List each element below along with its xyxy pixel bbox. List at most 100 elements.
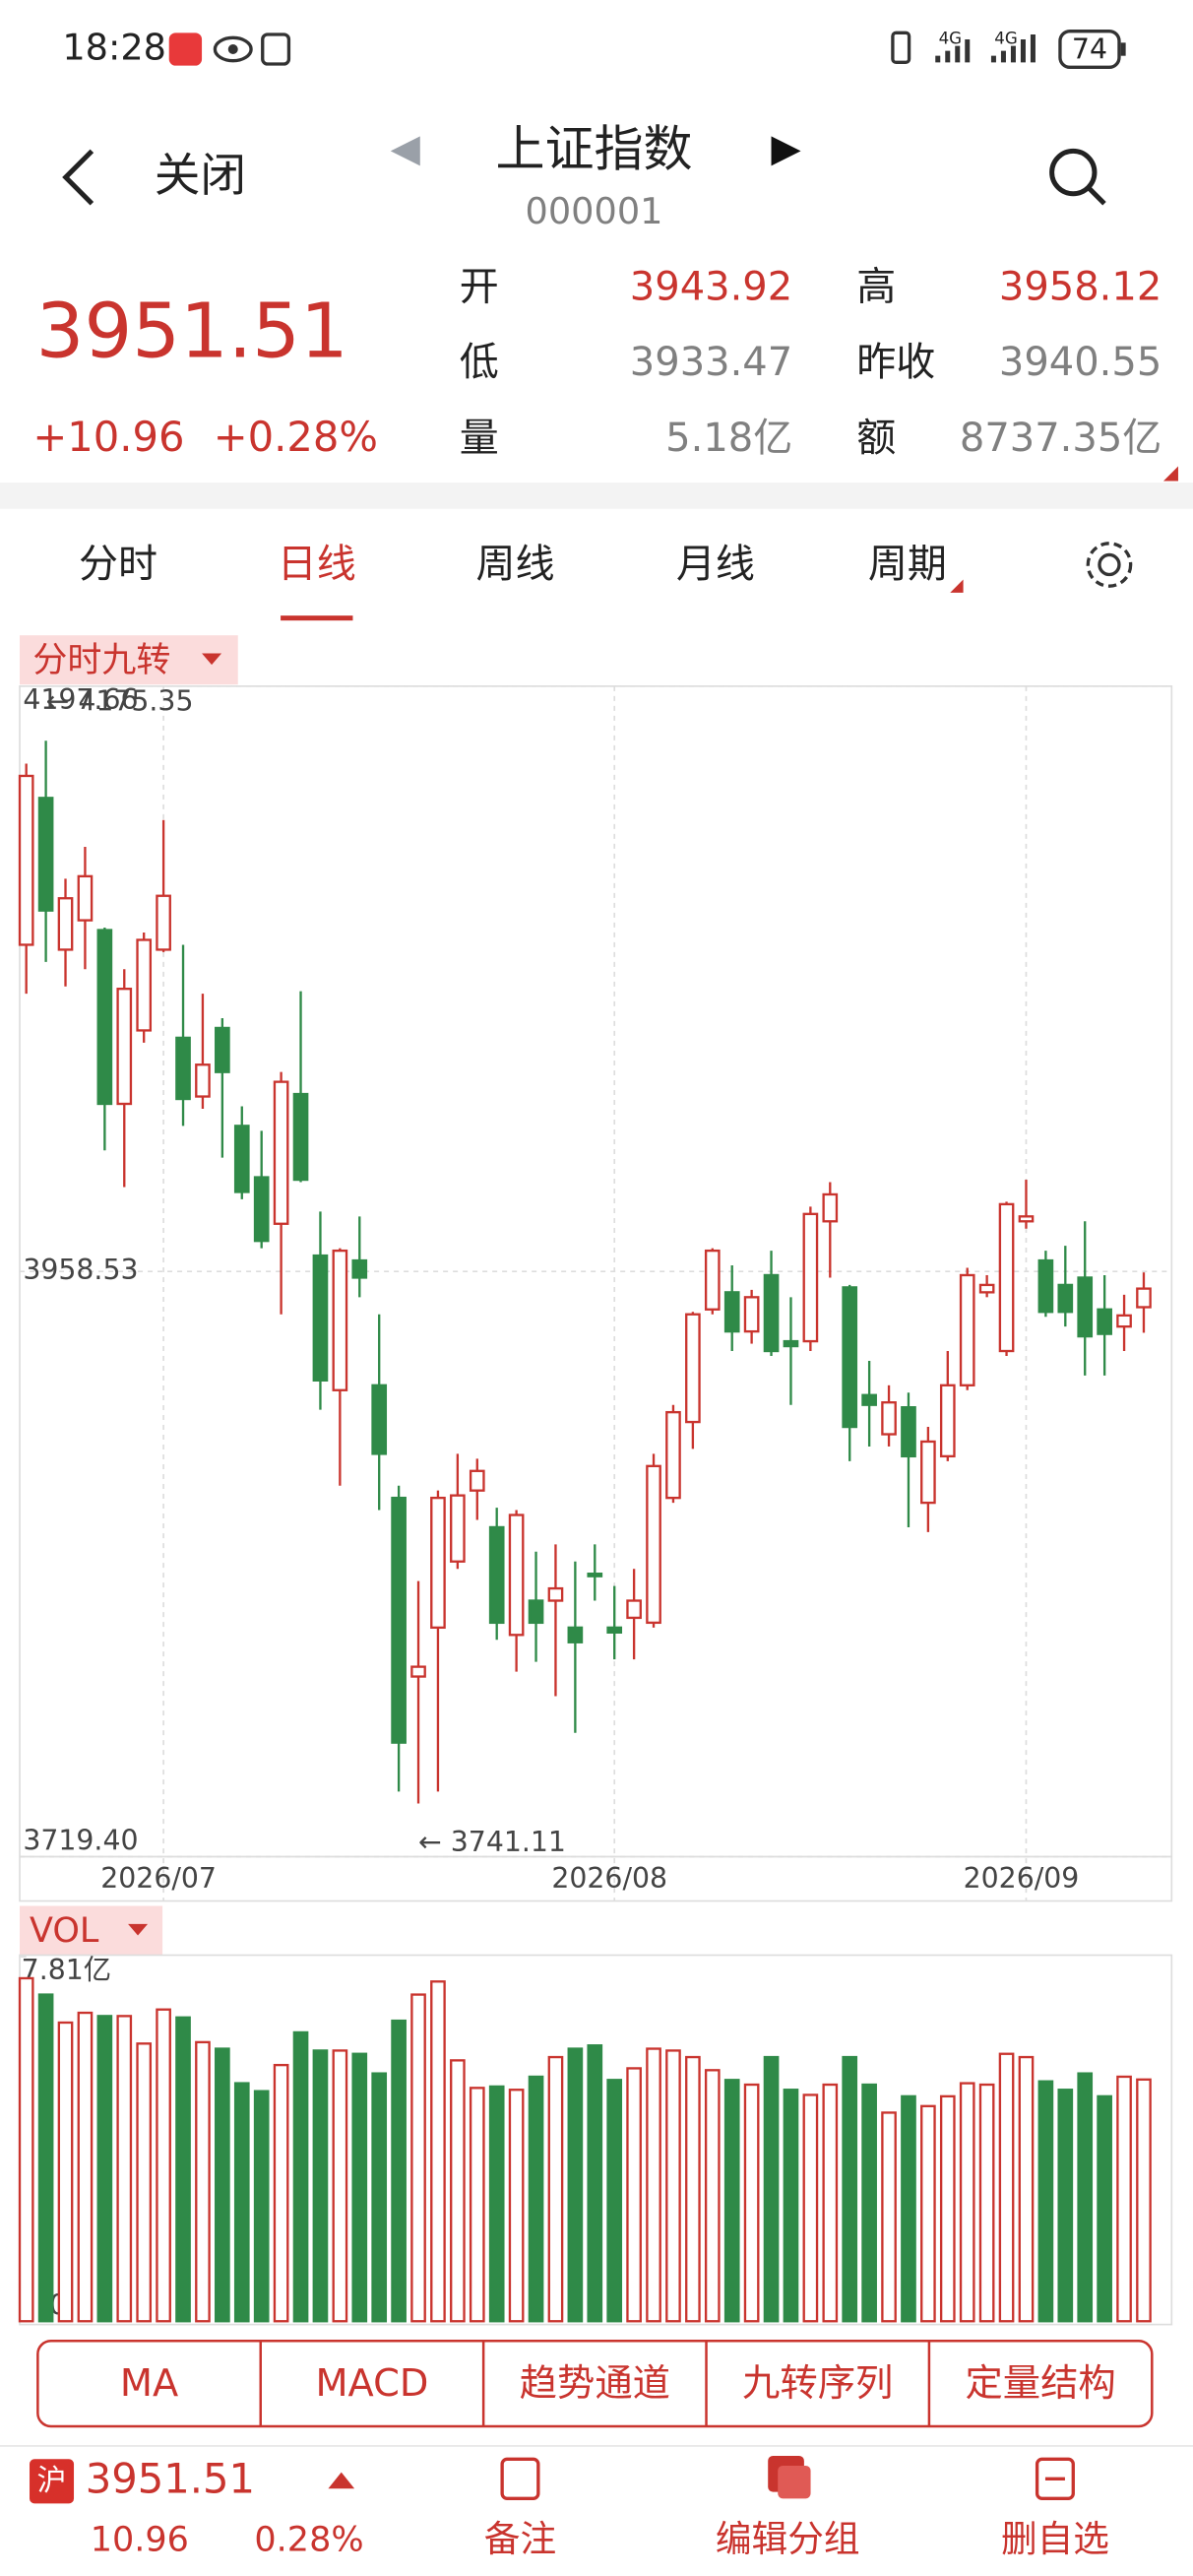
candle-body (391, 1496, 407, 1744)
stat-value: 8737.35亿 (960, 416, 1162, 461)
volume-bar (626, 2067, 642, 2323)
candle-body (312, 1254, 329, 1383)
candle-body (704, 1249, 721, 1311)
candle-body (881, 1401, 897, 1436)
high-annotation: ← 4175.35 (46, 685, 194, 718)
candle-body (136, 938, 153, 1032)
settings-icon[interactable] (1098, 552, 1121, 577)
volume-bar (978, 2083, 995, 2323)
volume-bar (1116, 2075, 1132, 2323)
volume-bar (312, 2049, 329, 2323)
tab[interactable]: 日线 (278, 542, 356, 587)
candle-body (175, 1036, 191, 1101)
search-handle (1088, 186, 1106, 206)
search-icon[interactable] (1049, 148, 1098, 197)
tab[interactable]: 分时 (79, 542, 157, 587)
tool-button[interactable]: 定量结构 (965, 2361, 1115, 2406)
tool-button[interactable]: 趋势通道 (520, 2361, 670, 2406)
stat-label: 低 (460, 340, 499, 385)
volume-bar (430, 1980, 446, 2323)
battery-level: 74 (1072, 33, 1107, 66)
candle-body (528, 1599, 544, 1625)
stat-value: 3933.47 (630, 340, 792, 385)
tool-button[interactable]: MA (120, 2361, 178, 2406)
candle-body (978, 1283, 995, 1294)
close-button[interactable]: 关闭 (155, 150, 246, 203)
candle-body (939, 1384, 956, 1458)
y-tick-label: 3719.40 (23, 1824, 138, 1856)
remove-icon[interactable] (1035, 2457, 1075, 2500)
volume-bar (215, 2047, 230, 2323)
change: +10.96 (32, 413, 184, 461)
volume-bar (998, 2052, 1015, 2323)
tab[interactable]: 月线 (676, 542, 755, 587)
candle-body (253, 1176, 270, 1243)
footer-action[interactable]: 备注 (484, 2518, 556, 2560)
candle-body (195, 1063, 211, 1098)
price: 3951.51 (36, 289, 348, 376)
stats: 开 3943.92 高 3958.12 低 3933.47 昨收 3940.55 量 5.18亿 额… (460, 264, 1162, 460)
back-icon[interactable] (62, 149, 94, 206)
tab-underline (281, 615, 353, 621)
volume-bar (1077, 2072, 1094, 2323)
candle-body (959, 1273, 975, 1386)
candle-body (273, 1080, 289, 1225)
candle-body (685, 1313, 701, 1424)
candle-body (57, 897, 74, 951)
indicator-name[interactable]: 分时九转 (32, 641, 170, 680)
volume-bar (723, 2079, 740, 2323)
footer-action[interactable]: 删自选 (1001, 2518, 1109, 2560)
candle-body (783, 1339, 799, 1348)
volume-bar (77, 2011, 94, 2323)
volume-bar (351, 2052, 368, 2323)
tool-button[interactable]: 九转序列 (742, 2361, 893, 2406)
volume-bar (233, 2082, 250, 2323)
battery (1058, 30, 1121, 70)
candle-body (488, 1525, 505, 1625)
status-time: 18:28 (62, 27, 166, 69)
signal-icon (935, 39, 971, 63)
more-triangle[interactable] (1162, 466, 1178, 482)
candle-body (901, 1406, 916, 1458)
volume-bar (646, 2047, 661, 2323)
stat-value: 3943.92 (630, 264, 792, 309)
next-arrow[interactable] (771, 136, 801, 166)
volume-dropdown (128, 1923, 149, 1936)
stat-value: 3940.55 (999, 340, 1162, 385)
candle-body (587, 1573, 603, 1578)
actions: 备注 编辑分组 删自选 (484, 2518, 1109, 2560)
candle-body (1116, 1314, 1132, 1328)
candle-body (802, 1212, 819, 1343)
volume-bar (842, 2055, 858, 2323)
volume-bar (704, 2069, 721, 2323)
indicator-tag[interactable] (20, 635, 238, 685)
index-code: 000001 (526, 190, 663, 232)
volume-bar (1057, 2089, 1074, 2323)
volume-name[interactable]: VOL (30, 1911, 99, 1951)
candle-body (861, 1393, 877, 1406)
candle-body (1037, 1258, 1054, 1314)
footer-action[interactable]: 编辑分组 (716, 2518, 860, 2560)
tool-button[interactable]: MACD (315, 2361, 428, 2406)
candle-body (430, 1496, 446, 1630)
tab[interactable]: 周线 (475, 542, 554, 587)
tab[interactable]: 周期 (868, 542, 947, 587)
candle-body (646, 1464, 661, 1625)
y-tick-label: 4197.66 (23, 683, 138, 716)
candle-body (842, 1286, 858, 1429)
note-icon[interactable] (500, 2457, 540, 2500)
candle-body (508, 1513, 525, 1637)
candle-body (332, 1249, 348, 1391)
volume-bar (1037, 2080, 1054, 2323)
candle-body (469, 1469, 485, 1492)
candle-body (450, 1494, 466, 1563)
stat-label: 额 (856, 416, 896, 461)
stat-value: 3958.12 (999, 264, 1162, 309)
candle-body (763, 1273, 780, 1353)
candle-body (1136, 1287, 1152, 1309)
volume-bar (743, 2083, 760, 2323)
volume-bar (410, 1993, 426, 2323)
network-label: 4G (994, 30, 1018, 48)
prev-arrow[interactable] (390, 136, 420, 166)
